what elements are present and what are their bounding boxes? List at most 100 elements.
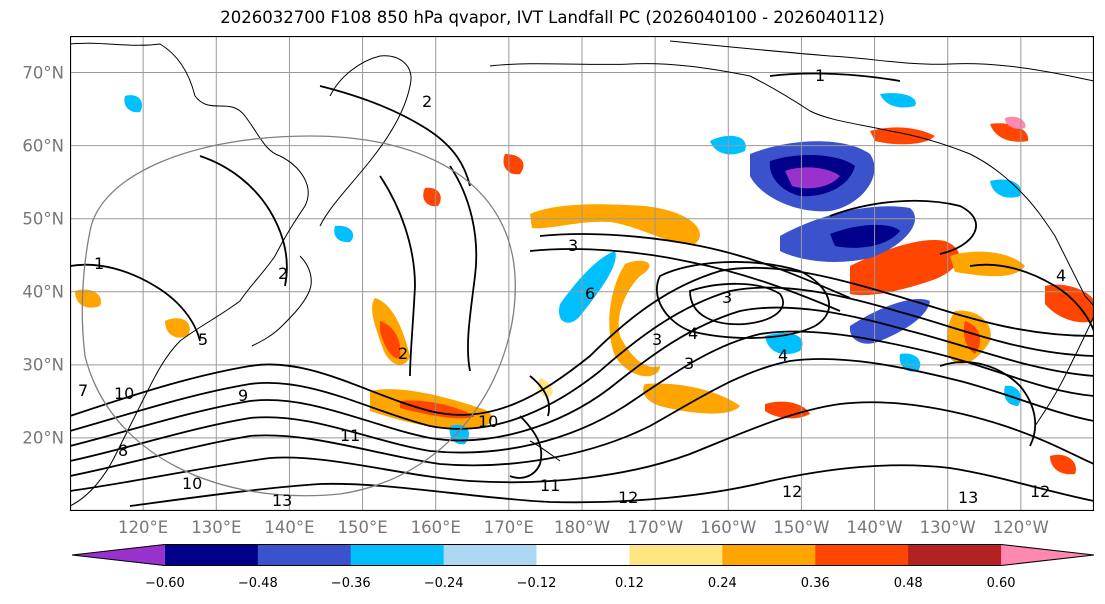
contour-line — [70, 330, 1094, 462]
longitude-tick-label: 160°E — [410, 518, 461, 537]
latitude-tick-label: 40°N — [22, 282, 64, 302]
anomaly-patch — [899, 353, 921, 372]
contour-line — [319, 85, 471, 187]
longitude-tick-label: 170°E — [483, 518, 534, 537]
colorbar-tick-label: 0.48 — [893, 576, 923, 591]
colorbar-segment — [908, 544, 1002, 566]
anomaly-patch — [124, 95, 143, 113]
colorbar-segment — [1001, 544, 1094, 566]
colorbar-segment — [350, 544, 445, 566]
colorbar-tick-label: 0.36 — [800, 576, 830, 591]
contour-line — [529, 375, 550, 417]
latitude-tick-label: 70°N — [22, 63, 64, 83]
coastline-kamchatka — [319, 55, 412, 227]
contour-line — [689, 282, 784, 326]
contour-line — [969, 263, 1094, 332]
longitude-tick-label: 130°W — [919, 518, 976, 537]
coastline-hawaii — [529, 440, 561, 462]
contour-line — [655, 261, 831, 339]
contour-line — [529, 248, 841, 312]
longitude-tick-label: 150°W — [773, 518, 830, 537]
colorbar — [72, 544, 1094, 566]
anomaly-patch — [559, 251, 616, 323]
coastline-alaska — [489, 63, 1094, 307]
map-panel: 1 1 2 2 2 3 3 3 3 4 4 4 5 6 7 8 9 10 10 … — [70, 36, 1094, 511]
colorbar-segment — [815, 544, 909, 566]
anomaly-patch — [643, 383, 740, 414]
contour-line — [509, 415, 543, 479]
anomaly-patch — [423, 187, 441, 207]
coastlines — [70, 40, 1094, 507]
colorbar-tick-label: −0.12 — [516, 576, 557, 591]
colorbar-tick-label: −0.24 — [423, 576, 464, 591]
longitude-tick-label: 170°W — [627, 518, 684, 537]
anomaly-patch — [530, 204, 700, 245]
anomaly-patch — [1045, 284, 1094, 323]
contour-line — [199, 155, 288, 287]
anomaly-patch — [963, 321, 981, 354]
contour-line — [70, 286, 1094, 432]
negative-anomaly-shading — [124, 93, 1021, 445]
coastline-asia — [70, 42, 309, 507]
ivt-contours — [70, 72, 1094, 507]
anomaly-patch — [334, 225, 354, 243]
longitude-tick-label: 120°W — [992, 518, 1049, 537]
anomaly-patch — [1005, 116, 1026, 129]
coastline-arctic — [669, 40, 1094, 82]
contour-line — [70, 401, 1094, 492]
colorbar-segment — [536, 544, 630, 566]
colorbar-segment — [72, 544, 165, 566]
longitude-tick-label: 180°W — [553, 518, 611, 537]
coastline-japan — [251, 255, 312, 347]
colorbar-segment — [443, 544, 538, 566]
contour-line — [829, 199, 977, 255]
contour-line — [449, 165, 478, 372]
anomaly-patch — [380, 321, 401, 359]
colorbar-tick-label: 0.24 — [707, 576, 737, 591]
contour-line — [379, 175, 416, 377]
anomaly-patch — [1004, 385, 1021, 406]
anomaly-patch — [849, 298, 930, 344]
latitude-tick-label: 60°N — [22, 136, 64, 156]
anomaly-patch — [765, 332, 803, 355]
colorbar-segment — [257, 544, 352, 566]
contour-line — [769, 72, 901, 82]
anomaly-patch — [785, 167, 840, 189]
colorbar-outline — [72, 544, 1094, 566]
colorbar-tick-label: −0.36 — [330, 576, 371, 591]
longitude-tick-label: 130°E — [191, 518, 242, 537]
anomaly-patch — [765, 401, 810, 419]
anomaly-patch — [880, 93, 916, 108]
longitude-tick-label: 140°W — [846, 518, 903, 537]
contour-line — [70, 263, 201, 342]
region-outline-circle — [81, 135, 516, 497]
colorbar-tick-label: −0.48 — [237, 576, 278, 591]
anomaly-patch — [1050, 454, 1076, 475]
contour-line — [129, 464, 1094, 507]
anomaly-patch — [165, 318, 190, 338]
longitude-tick-label: 140°E — [264, 518, 315, 537]
contour-line — [539, 233, 851, 299]
colorbar-tick-label: 0.60 — [986, 576, 1016, 591]
anomaly-patch — [830, 224, 900, 248]
map-title: 2026032700 F108 850 hPa qvapor, IVT Land… — [220, 8, 885, 27]
anomaly-patch — [609, 260, 660, 377]
longitude-tick-label: 150°E — [337, 518, 388, 537]
colorbar-segment — [722, 544, 816, 566]
colorbar-tick-label: 0.12 — [614, 576, 644, 591]
contour-line — [70, 358, 1094, 477]
map-border — [70, 36, 1094, 511]
contour-line — [939, 361, 1037, 447]
map-canvas — [70, 36, 1094, 511]
anomaly-patch — [870, 127, 935, 145]
longitude-tick-label: 160°W — [700, 518, 757, 537]
latitude-tick-label: 20°N — [22, 428, 64, 448]
anomaly-patch — [75, 289, 101, 308]
coastline-california — [1034, 315, 1094, 427]
contour-line — [70, 306, 1094, 447]
colorbar-segment — [629, 544, 723, 566]
longitude-tick-label: 120°E — [118, 518, 169, 537]
latitude-tick-label: 30°N — [22, 355, 64, 375]
contour-line — [70, 266, 1094, 417]
latitude-tick-label: 50°N — [22, 209, 64, 229]
